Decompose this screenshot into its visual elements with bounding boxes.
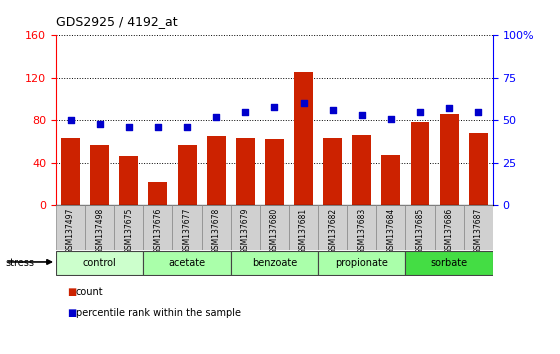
Bar <box>119 156 138 205</box>
FancyBboxPatch shape <box>143 205 172 250</box>
Point <box>270 104 279 110</box>
Text: propionate: propionate <box>335 258 388 268</box>
Bar <box>410 122 430 205</box>
Text: GSM137686: GSM137686 <box>445 207 454 254</box>
FancyBboxPatch shape <box>347 205 376 250</box>
FancyBboxPatch shape <box>289 205 318 250</box>
Text: stress: stress <box>6 258 35 268</box>
Bar <box>236 138 255 205</box>
Bar <box>148 182 167 205</box>
FancyBboxPatch shape <box>231 251 318 275</box>
FancyBboxPatch shape <box>318 205 347 250</box>
Text: GSM137682: GSM137682 <box>328 207 337 254</box>
Text: percentile rank within the sample: percentile rank within the sample <box>76 308 241 318</box>
FancyBboxPatch shape <box>405 205 435 250</box>
Point <box>95 121 104 127</box>
Bar <box>440 114 459 205</box>
Text: GSM137687: GSM137687 <box>474 207 483 254</box>
FancyBboxPatch shape <box>435 205 464 250</box>
Point <box>328 107 337 113</box>
Point <box>357 113 366 118</box>
FancyBboxPatch shape <box>318 251 405 275</box>
Bar <box>61 138 80 205</box>
FancyBboxPatch shape <box>202 205 231 250</box>
Point <box>299 101 308 106</box>
Bar <box>352 135 371 205</box>
FancyBboxPatch shape <box>85 205 114 250</box>
Text: ■: ■ <box>67 308 77 318</box>
Point <box>241 109 250 115</box>
Text: GSM137683: GSM137683 <box>357 207 366 254</box>
FancyBboxPatch shape <box>143 251 231 275</box>
Point <box>386 116 395 121</box>
Text: GSM137677: GSM137677 <box>183 207 192 254</box>
Bar <box>178 145 197 205</box>
Point <box>183 124 192 130</box>
Point <box>212 114 221 120</box>
Bar <box>323 138 342 205</box>
FancyBboxPatch shape <box>56 205 85 250</box>
Text: control: control <box>83 258 116 268</box>
FancyBboxPatch shape <box>260 205 289 250</box>
FancyBboxPatch shape <box>172 205 202 250</box>
Text: GSM137676: GSM137676 <box>153 207 162 254</box>
Point <box>124 124 133 130</box>
Text: count: count <box>76 287 103 297</box>
Point <box>474 109 483 115</box>
Text: GSM137497: GSM137497 <box>66 207 75 254</box>
FancyBboxPatch shape <box>231 205 260 250</box>
Bar <box>294 72 313 205</box>
Point <box>445 105 454 111</box>
Bar <box>381 155 400 205</box>
Point <box>66 118 75 123</box>
Text: GSM137681: GSM137681 <box>299 207 308 254</box>
Text: GSM137680: GSM137680 <box>270 207 279 254</box>
Bar <box>265 139 284 205</box>
FancyBboxPatch shape <box>376 205 405 250</box>
FancyBboxPatch shape <box>405 251 493 275</box>
FancyBboxPatch shape <box>56 251 143 275</box>
Text: GSM137679: GSM137679 <box>241 207 250 254</box>
FancyBboxPatch shape <box>114 205 143 250</box>
Text: GSM137675: GSM137675 <box>124 207 133 254</box>
Text: GSM137685: GSM137685 <box>416 207 424 254</box>
Text: sorbate: sorbate <box>431 258 468 268</box>
Text: GSM137684: GSM137684 <box>386 207 395 254</box>
FancyBboxPatch shape <box>464 205 493 250</box>
Text: GDS2925 / 4192_at: GDS2925 / 4192_at <box>56 15 178 28</box>
Point <box>416 109 424 115</box>
Text: ■: ■ <box>67 287 77 297</box>
Text: acetate: acetate <box>169 258 206 268</box>
Bar <box>469 133 488 205</box>
Text: GSM137678: GSM137678 <box>212 207 221 254</box>
Bar <box>90 145 109 205</box>
Text: GSM137498: GSM137498 <box>95 207 104 254</box>
Bar <box>207 136 226 205</box>
Text: benzoate: benzoate <box>252 258 297 268</box>
Point <box>153 124 162 130</box>
